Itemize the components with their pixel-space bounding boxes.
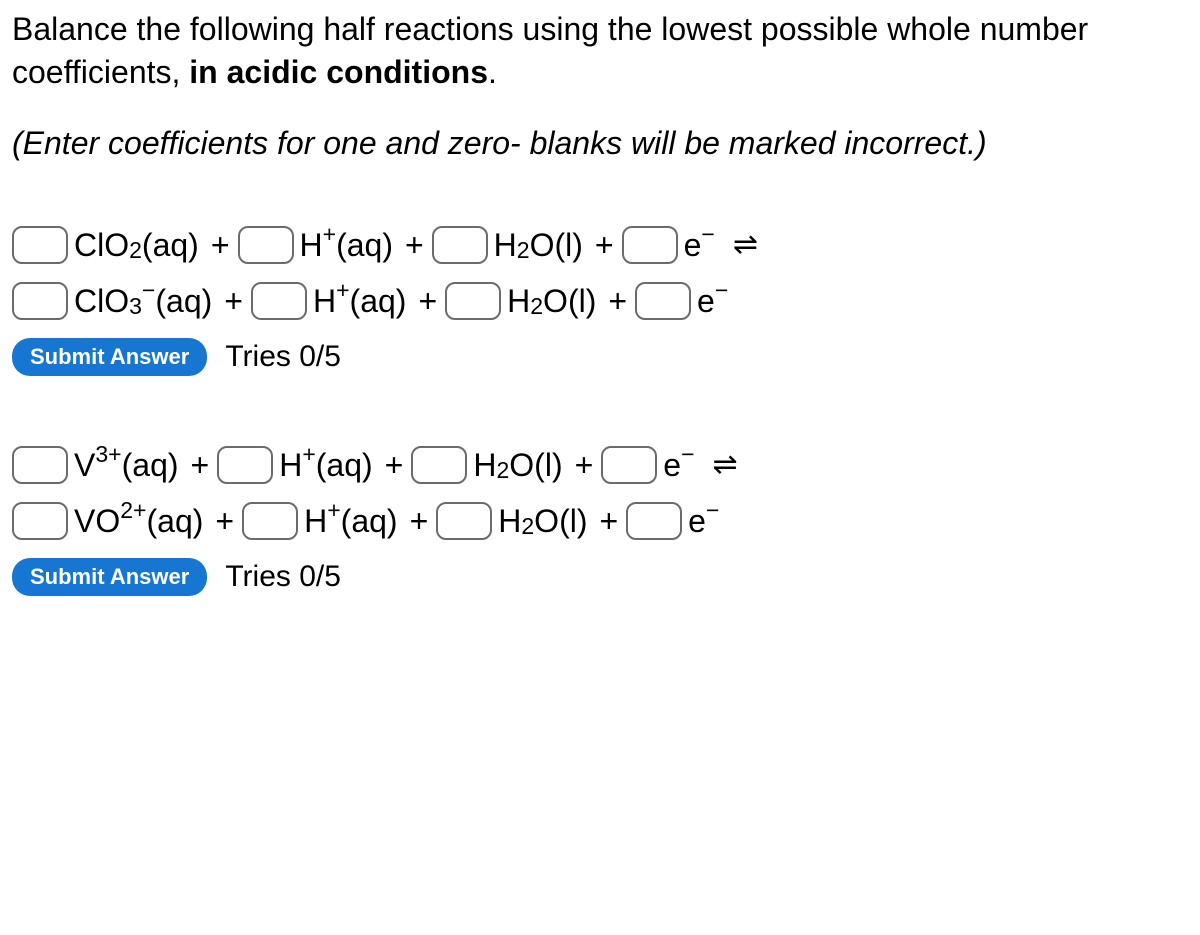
species-h2o: H2O(l) xyxy=(498,505,587,537)
plus: + xyxy=(575,449,594,481)
submit-button-1[interactable]: Submit Answer xyxy=(12,338,207,376)
species-electron: e− xyxy=(697,285,728,317)
plus: + xyxy=(224,285,243,317)
coef-q1-clo2[interactable] xyxy=(12,226,68,264)
species-electron: e− xyxy=(688,505,719,537)
eq2-left-row: V3+(aq) + H+(aq) + H2O(l) + e− ⇌ xyxy=(12,446,1188,484)
species-hplus: H+(aq) xyxy=(300,229,393,261)
question-prompt: Balance the following half reactions usi… xyxy=(12,8,1188,94)
coef-q2-left-e[interactable] xyxy=(601,446,657,484)
coef-q1-right-h2o[interactable] xyxy=(445,282,501,320)
plus: + xyxy=(418,285,437,317)
coef-q2-right-h2o[interactable] xyxy=(436,502,492,540)
coef-q2-left-h2o[interactable] xyxy=(411,446,467,484)
plus: + xyxy=(405,229,424,261)
coef-q1-right-hplus[interactable] xyxy=(251,282,307,320)
submit-row-1: Submit Answer Tries 0/5 xyxy=(12,338,1188,376)
prompt-text: Balance the following half reactions usi… xyxy=(12,11,1088,90)
coef-q1-left-hplus[interactable] xyxy=(238,226,294,264)
coef-q2-right-hplus[interactable] xyxy=(242,502,298,540)
coef-q2-right-e[interactable] xyxy=(626,502,682,540)
submit-button-2[interactable]: Submit Answer xyxy=(12,558,207,596)
plus: + xyxy=(608,285,627,317)
eq1-left-row: ClO2(aq) + H+(aq) + H2O(l) + e− ⇌ xyxy=(12,226,1188,264)
coef-q2-left-hplus[interactable] xyxy=(217,446,273,484)
plus: + xyxy=(595,229,614,261)
species-hplus: H+(aq) xyxy=(313,285,406,317)
eq1-right-row: ClO3−(aq) + H+(aq) + H2O(l) + e− xyxy=(12,282,1188,320)
coef-q1-left-h2o[interactable] xyxy=(432,226,488,264)
species-clo2: ClO2(aq) xyxy=(74,229,199,261)
question-1: ClO2(aq) + H+(aq) + H2O(l) + e− ⇌ ClO3−(… xyxy=(12,226,1188,376)
coef-q1-right-e[interactable] xyxy=(635,282,691,320)
hint-text: (Enter coefficients for one and zero- bl… xyxy=(12,122,1188,165)
plus: + xyxy=(191,449,210,481)
equilibrium-icon: ⇌ xyxy=(733,230,758,260)
tries-2: Tries 0/5 xyxy=(225,560,341,594)
species-h2o: H2O(l) xyxy=(473,449,562,481)
equilibrium-icon: ⇌ xyxy=(713,450,738,480)
plus: + xyxy=(211,229,230,261)
species-clo3: ClO3−(aq) xyxy=(74,285,212,317)
eq2-right-row: VO2+(aq) + H+(aq) + H2O(l) + e− xyxy=(12,502,1188,540)
species-h2o: H2O(l) xyxy=(507,285,596,317)
prompt-end: . xyxy=(488,54,497,90)
coef-q2-v3[interactable] xyxy=(12,446,68,484)
species-hplus: H+(aq) xyxy=(279,449,372,481)
tries-1: Tries 0/5 xyxy=(225,340,341,374)
coef-q1-left-e[interactable] xyxy=(622,226,678,264)
prompt-bold: in acidic conditions xyxy=(189,54,488,90)
plus: + xyxy=(410,505,429,537)
plus: + xyxy=(599,505,618,537)
plus: + xyxy=(215,505,234,537)
species-h2o: H2O(l) xyxy=(494,229,583,261)
species-electron: e− xyxy=(684,229,715,261)
species-v3: V3+(aq) xyxy=(74,449,179,481)
coef-q2-vo2[interactable] xyxy=(12,502,68,540)
question-2: V3+(aq) + H+(aq) + H2O(l) + e− ⇌ VO2+(aq… xyxy=(12,446,1188,596)
species-electron: e− xyxy=(663,449,694,481)
species-hplus: H+(aq) xyxy=(304,505,397,537)
coef-q1-clo3[interactable] xyxy=(12,282,68,320)
species-vo2: VO2+(aq) xyxy=(74,505,203,537)
plus: + xyxy=(385,449,404,481)
submit-row-2: Submit Answer Tries 0/5 xyxy=(12,558,1188,596)
